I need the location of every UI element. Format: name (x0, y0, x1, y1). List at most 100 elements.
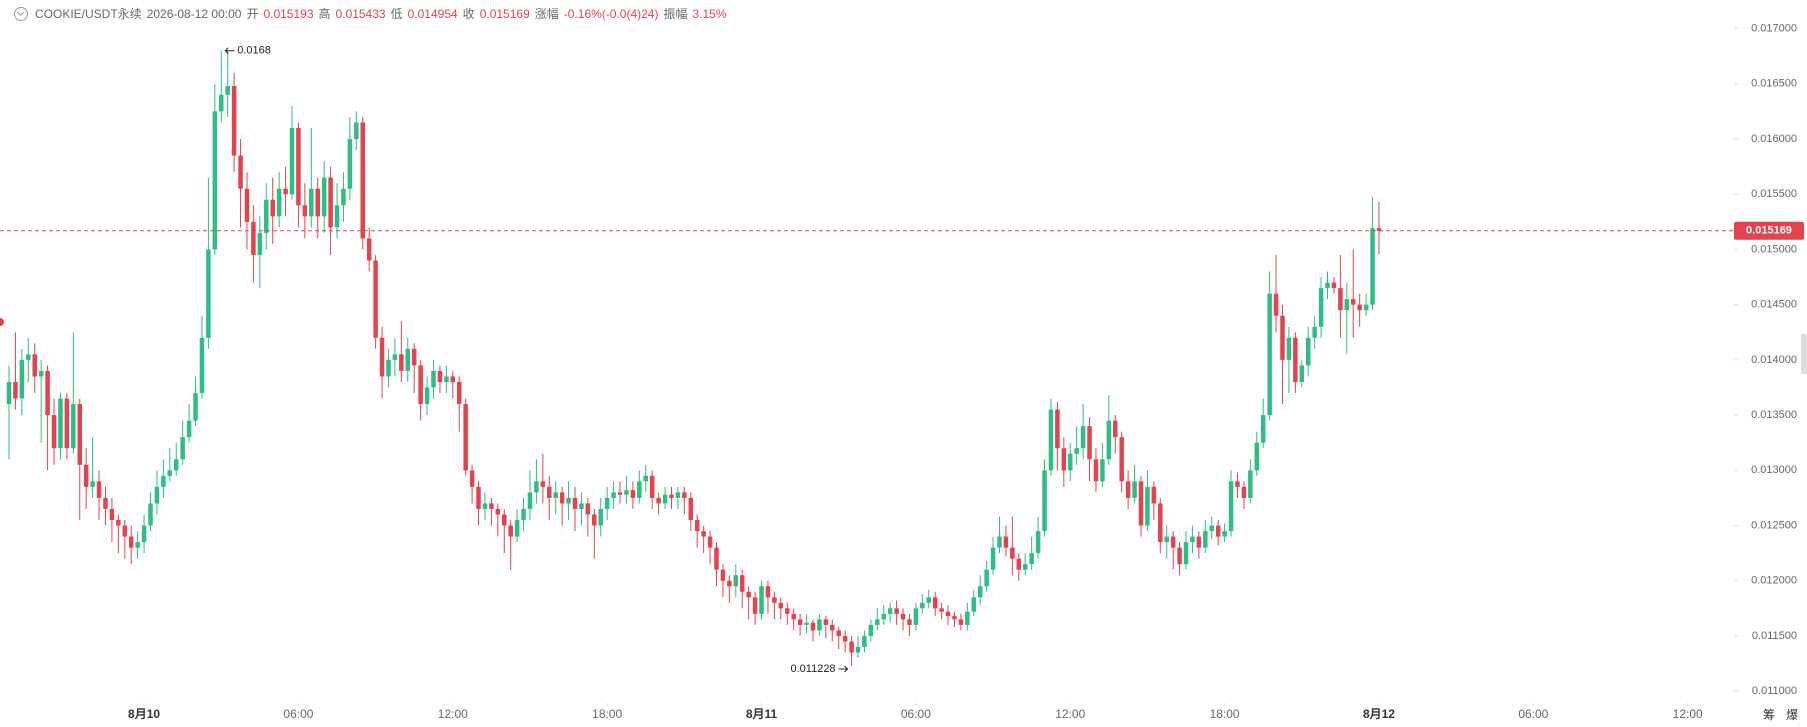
candle-body (630, 490, 636, 498)
candle-body (1299, 365, 1305, 382)
candle-body (161, 475, 166, 487)
candle-body (45, 370, 50, 416)
candle-body (83, 464, 89, 487)
candle-body (501, 514, 507, 526)
candle-body (977, 586, 983, 598)
candle-body (270, 199, 275, 217)
candle-body (990, 547, 996, 570)
candle-body (173, 459, 179, 471)
candle-body (386, 359, 391, 377)
candle-body (1067, 453, 1073, 471)
candle-body (1350, 299, 1356, 305)
y-tick-label: 0.017000 (1751, 23, 1797, 35)
candle-body (1331, 282, 1337, 289)
candle-body (411, 348, 417, 366)
candle-body (1022, 564, 1028, 570)
change-label: 涨幅 (534, 7, 559, 21)
candle-body (1293, 337, 1298, 382)
candle-body (1203, 531, 1208, 548)
tool-liquidation[interactable]: 爆 (1786, 708, 1798, 722)
candle-body (1183, 542, 1189, 565)
candle-body (373, 260, 378, 338)
y-tick-label: 0.016000 (1751, 133, 1797, 145)
candle-body (141, 525, 147, 543)
candle-body (566, 497, 571, 504)
y-tick-label: 0.013000 (1751, 464, 1797, 476)
candle-body (148, 503, 153, 526)
candle-body (772, 597, 777, 603)
candle-body (354, 122, 359, 140)
candle-body (193, 393, 198, 421)
candle-body (276, 188, 282, 217)
side-handle[interactable] (1801, 334, 1807, 374)
candle-body (611, 492, 616, 498)
candle-body (1106, 420, 1112, 460)
y-tick-label: 0.012000 (1751, 575, 1797, 587)
candle-body (887, 608, 893, 614)
candle-body (1029, 553, 1034, 565)
candle-body (1158, 503, 1163, 543)
candle-body (1286, 337, 1292, 360)
y-tick-label: 0.014500 (1751, 299, 1797, 311)
candle-body (1248, 470, 1253, 498)
candle-body (476, 486, 481, 509)
datetime: 2026-08-12 00:00 (146, 6, 242, 21)
candle-body (109, 508, 115, 521)
candle-body (489, 503, 494, 509)
collapse-icon[interactable] (14, 6, 28, 21)
y-tick-label: 0.011000 (1752, 685, 1797, 697)
candle-body (58, 398, 63, 449)
candle-body (849, 641, 854, 653)
low-label: 低 (390, 7, 403, 21)
candle-body (1035, 531, 1041, 554)
candle-body (1125, 481, 1131, 498)
candle-body (1151, 486, 1157, 504)
candle-body (264, 199, 269, 233)
candle-body (405, 348, 411, 371)
candle-body (868, 624, 874, 636)
candle-body (1338, 288, 1343, 311)
change-value: -0.16%(-0.0(4)24) (563, 6, 659, 21)
candle-body (283, 188, 288, 195)
candle-body (1325, 282, 1330, 289)
candle-body (585, 503, 591, 515)
candle-body (212, 111, 218, 250)
candle-body (238, 155, 243, 189)
candle-body (1119, 437, 1124, 482)
candle-body (6, 381, 12, 405)
x-tick-label: 12:00 (1673, 707, 1703, 721)
tool-chip[interactable]: 筹 (1763, 708, 1775, 722)
ohlc-header: COOKIE/USDT永续 2026-08-12 00:00 开 0.01519… (14, 5, 727, 22)
max-arrow (224, 47, 235, 55)
candle-body (1164, 536, 1169, 543)
candle-body (1100, 459, 1105, 482)
candle-body (1061, 448, 1067, 471)
candle-body (379, 337, 385, 377)
candle-body (1273, 293, 1279, 316)
candle-body (32, 354, 37, 377)
candle-body (1074, 448, 1079, 454)
x-tick-label: 12:00 (438, 707, 468, 721)
candle-body (64, 398, 70, 449)
candle-body (765, 586, 771, 598)
candle-body (1209, 525, 1214, 532)
candle-body (1196, 536, 1202, 548)
candle-body (971, 597, 977, 612)
candle-body (289, 127, 295, 195)
symbol: COOKIE/USDT永续 (35, 7, 142, 21)
candle-body (746, 591, 751, 598)
candle-body (463, 404, 468, 471)
candle-body (103, 497, 108, 509)
candle-body (1093, 459, 1099, 482)
candle-body (38, 370, 44, 377)
close-value: 0.015169 (479, 6, 530, 21)
candle-body (309, 188, 314, 217)
candle-body (302, 205, 308, 217)
candle-body (521, 508, 526, 521)
candle-body (1235, 481, 1240, 487)
candle-body (1254, 442, 1260, 471)
candle-body (920, 602, 925, 609)
y-tick-label: 0.012500 (1751, 519, 1797, 531)
